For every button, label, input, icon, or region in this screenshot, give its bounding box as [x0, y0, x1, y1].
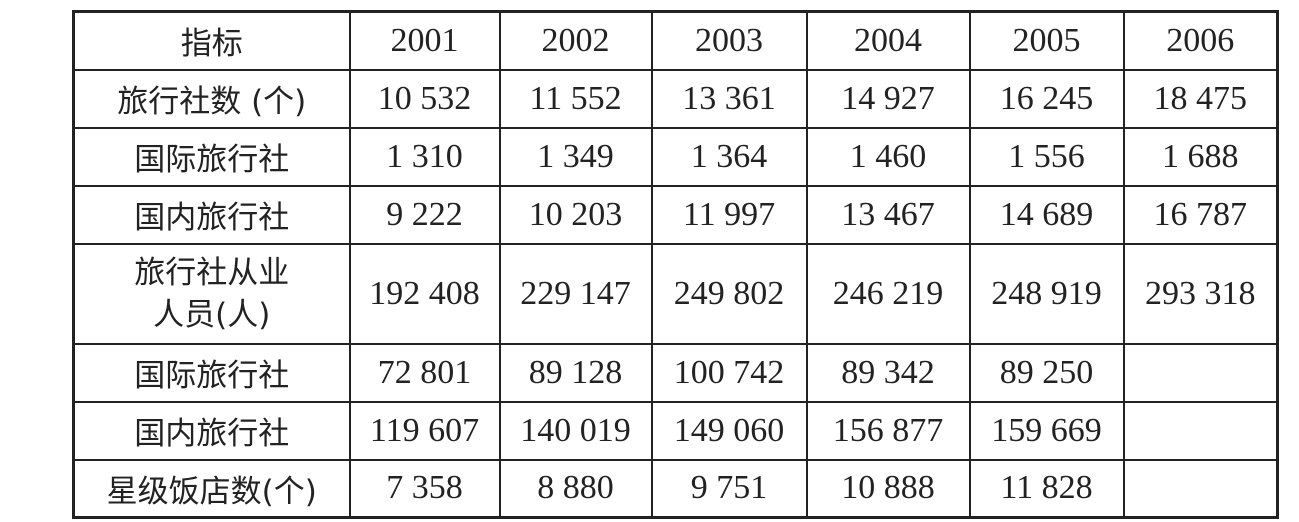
value-cell: 156 877	[805, 400, 971, 461]
value-cell: 14 689	[968, 184, 1125, 245]
value-cell: 11 997	[650, 184, 808, 245]
empty-cell	[1122, 458, 1279, 519]
value-cell: 246 219	[805, 242, 971, 345]
row-label-text: 星级饭店数(个)	[106, 473, 317, 510]
header-cell: 2001	[348, 10, 501, 71]
header-cell: 2005	[968, 10, 1125, 71]
value-cell: 140 019	[498, 400, 653, 461]
value-cell: 8 880	[498, 458, 653, 519]
row-label-text: 国际旅行社	[134, 142, 290, 178]
row-label-text: 旅行社数 (个)	[117, 84, 307, 120]
row-label-text: 国内旅行社	[134, 200, 290, 236]
table-row: 国内旅行社 119 607 140 019 149 060 156 877 159 669	[72, 400, 1279, 461]
row-label-text: 国内旅行社	[134, 416, 290, 452]
value-cell: 1 310	[348, 126, 501, 187]
value-cell: 13 467	[805, 184, 971, 245]
value-cell: 13 361	[650, 68, 808, 129]
row-label: 国际旅行社	[72, 126, 351, 187]
value-cell: 18 475	[1122, 68, 1279, 129]
value-cell: 7 358	[348, 458, 501, 519]
value-cell: 89 250	[968, 342, 1125, 403]
value-cell: 11 828	[968, 458, 1125, 519]
header-cell: 2003	[650, 10, 808, 71]
value-cell: 10 888	[805, 458, 971, 519]
value-cell: 100 742	[650, 342, 808, 403]
value-cell: 10 203	[498, 184, 653, 245]
empty-cell	[1122, 342, 1279, 403]
row-label: 旅行社数 (个)	[72, 68, 351, 129]
row-label: 国际旅行社	[72, 342, 351, 403]
value-cell: 229 147	[498, 242, 653, 345]
value-cell: 249 802	[650, 242, 808, 345]
row-label: 旅行社从业人员(人)	[72, 242, 351, 345]
page: 指标 2001 2002 2003 2004 2005 2006 旅行社数 (个) 10 532…	[72, 10, 1279, 519]
value-cell: 9 751	[650, 458, 808, 519]
value-cell: 149 060	[650, 400, 808, 461]
value-cell: 192 408	[348, 242, 501, 345]
header-row: 指标 2001 2002 2003 2004 2005 2006	[72, 10, 1279, 71]
row-label-text: 国际旅行社	[134, 358, 290, 394]
value-cell: 11 552	[498, 68, 653, 129]
table-row: 旅行社数 (个) 10 532 11 552 13 361 14 927 16 245 18…	[72, 68, 1279, 129]
value-cell: 10 532	[348, 68, 501, 129]
row-label: 国内旅行社	[72, 184, 351, 245]
table-row: 旅行社从业人员(人) 192 408 229 147 249 802 246 219 24…	[72, 242, 1279, 345]
table-row: 星级饭店数(个) 7 358 8 880 9 751 10 888 11 828	[72, 458, 1279, 519]
value-cell: 1 460	[805, 126, 971, 187]
value-cell: 119 607	[348, 400, 501, 461]
value-cell: 248 919	[968, 242, 1125, 345]
header-cell: 2002	[498, 10, 653, 71]
value-cell: 16 787	[1122, 184, 1279, 245]
row-label: 星级饭店数(个)	[72, 458, 351, 519]
header-cell: 2006	[1122, 10, 1279, 71]
table-row: 国内旅行社 9 222 10 203 11 997 13 467 14 689 16 787	[72, 184, 1279, 245]
table-row: 国际旅行社 1 310 1 349 1 364 1 460 1 556 1 688	[72, 126, 1279, 187]
value-cell: 1 349	[498, 126, 653, 187]
value-cell: 89 128	[498, 342, 653, 403]
value-cell: 16 245	[968, 68, 1125, 129]
value-cell: 1 688	[1122, 126, 1279, 187]
value-cell: 293 318	[1122, 242, 1279, 345]
header-cell: 2004	[805, 10, 971, 71]
value-cell: 9 222	[348, 184, 501, 245]
row-label-text: 旅行社从业人员(人)	[134, 254, 290, 333]
value-cell: 14 927	[805, 68, 971, 129]
value-cell: 1 556	[968, 126, 1125, 187]
data-table: 指标 2001 2002 2003 2004 2005 2006 旅行社数 (个) 10 532…	[72, 10, 1279, 519]
empty-cell	[1122, 400, 1279, 461]
row-label: 国内旅行社	[72, 400, 351, 461]
value-cell: 72 801	[348, 342, 501, 403]
table-row: 国际旅行社 72 801 89 128 100 742 89 342 89 250	[72, 342, 1279, 403]
header-cell: 指标	[72, 10, 351, 71]
value-cell: 1 364	[650, 126, 808, 187]
value-cell: 159 669	[968, 400, 1125, 461]
value-cell: 89 342	[805, 342, 971, 403]
